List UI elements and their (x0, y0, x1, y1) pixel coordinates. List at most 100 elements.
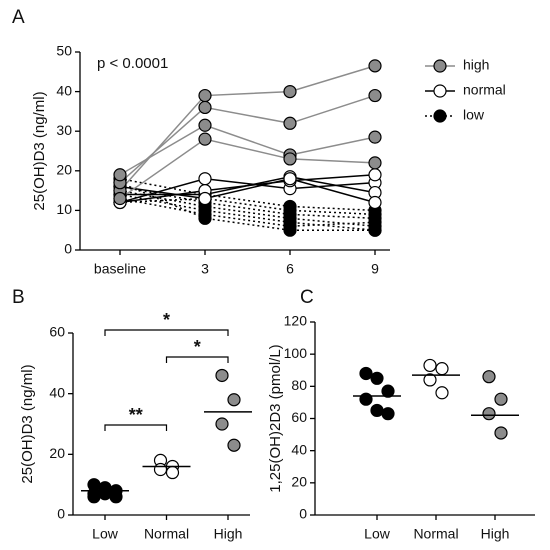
legend-marker (433, 59, 447, 73)
point (381, 407, 395, 421)
y-axis-title: 1,25(OH)2D3 (pmol/L) (267, 344, 284, 492)
point (381, 384, 395, 398)
point (283, 223, 297, 237)
subject-line (119, 181, 375, 231)
x-tick-label: 6 (286, 261, 294, 277)
point (283, 203, 297, 217)
point (283, 116, 297, 130)
y-tick-label: 100 (284, 345, 308, 361)
point (215, 417, 229, 431)
subject-line (119, 189, 376, 227)
point (359, 366, 373, 381)
x-tick-label: Normal (144, 526, 189, 542)
point (370, 403, 384, 418)
point (368, 88, 382, 103)
point (494, 392, 508, 406)
significance-label: * (194, 337, 201, 357)
y-tick-label: 80 (291, 377, 307, 393)
point (368, 168, 382, 182)
point (198, 132, 212, 146)
x-tick-label: Low (364, 526, 391, 542)
point (368, 59, 382, 73)
subject-line (119, 124, 376, 176)
y-tick-label: 40 (56, 82, 72, 98)
point (368, 223, 382, 237)
point (165, 465, 180, 480)
point (370, 371, 384, 385)
point (227, 438, 241, 452)
point (494, 426, 508, 440)
panel-label: A (12, 7, 25, 28)
point (153, 462, 168, 477)
subject-line (119, 138, 376, 200)
significance-bracket (104, 329, 229, 336)
y-tick-label: 20 (56, 162, 72, 178)
y-tick-label: 40 (49, 384, 65, 400)
y-tick-label: 10 (56, 201, 72, 217)
point (198, 211, 212, 225)
x-tick-label: 9 (371, 261, 379, 277)
x-tick-label: High (481, 526, 510, 542)
x-tick-label: Low (92, 526, 119, 542)
y-tick-label: 0 (64, 241, 72, 257)
annotation: p < 0.0001 (97, 55, 168, 72)
point (113, 168, 127, 182)
point (215, 368, 229, 383)
legend-marker (433, 84, 447, 98)
panel-label: B (12, 287, 25, 308)
point (113, 191, 127, 206)
y-tick-label: 40 (291, 441, 307, 457)
y-tick-label: 20 (291, 474, 307, 490)
x-tick-label: Normal (413, 526, 458, 542)
point (198, 100, 212, 115)
point (482, 370, 496, 384)
subject-line (119, 65, 376, 192)
point (198, 191, 212, 206)
point (368, 156, 382, 170)
significance-bracket (104, 424, 168, 431)
point (482, 407, 496, 421)
significance-bracket (165, 356, 229, 363)
subject-line (119, 197, 376, 216)
y-tick-label: 0 (57, 506, 65, 522)
point (283, 172, 297, 186)
y-tick-label: 60 (49, 324, 65, 340)
point (283, 84, 297, 99)
y-tick-label: 120 (284, 313, 308, 329)
y-tick-label: 0 (299, 506, 307, 522)
legend-label: high (463, 57, 489, 73)
panel-label: C (300, 287, 314, 308)
significance-label: * (163, 310, 170, 330)
x-tick-label: High (214, 526, 243, 542)
point (198, 88, 212, 103)
point (98, 487, 112, 501)
point (423, 373, 437, 387)
point (198, 118, 212, 132)
legend-label: low (463, 107, 485, 123)
point (423, 358, 437, 373)
point (368, 130, 382, 144)
y-tick-label: 20 (49, 445, 65, 461)
y-tick-label: 50 (56, 43, 72, 59)
subject-line (119, 177, 376, 204)
point (435, 386, 449, 400)
subject-line (119, 174, 376, 204)
legend-marker (433, 109, 447, 123)
legend-label: normal (463, 82, 506, 98)
point (368, 207, 382, 221)
point (87, 490, 101, 504)
subject-line (119, 177, 376, 204)
significance-label: ** (129, 405, 143, 425)
x-tick-label: baseline (94, 261, 146, 277)
y-axis-title: 25(OH)D3 (ng/ml) (19, 364, 36, 483)
point (227, 393, 241, 407)
y-tick-label: 60 (291, 409, 307, 425)
subject-line (119, 94, 376, 184)
subject-line (119, 197, 376, 227)
point (109, 490, 123, 504)
point (435, 362, 449, 376)
point (368, 195, 382, 210)
point (359, 392, 373, 406)
point (283, 152, 297, 166)
